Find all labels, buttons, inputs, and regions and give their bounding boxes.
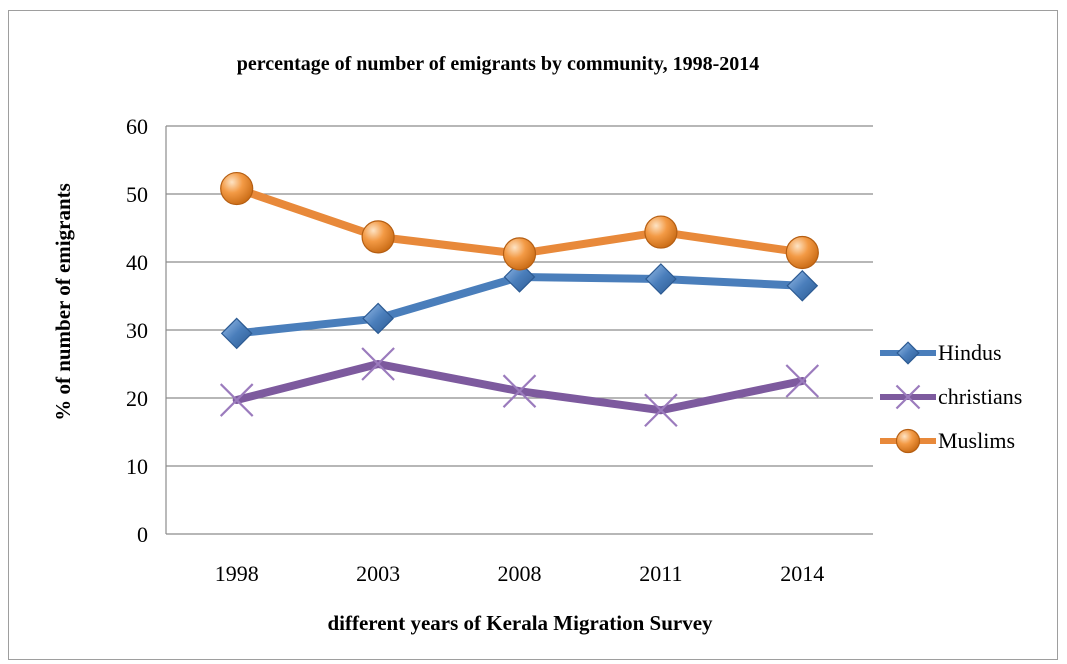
circle-marker xyxy=(361,220,395,254)
x-axis-ticks: 1998 2003 2008 2011 2014 xyxy=(215,561,825,586)
y-tick-label: 10 xyxy=(126,454,148,479)
diamond-marker xyxy=(896,341,920,365)
x-marker xyxy=(895,384,921,410)
series-line-christians xyxy=(232,360,807,415)
legend: Hindus christians Muslims xyxy=(880,340,1022,454)
x-marker xyxy=(785,364,820,398)
x-tick-label: 2008 xyxy=(498,561,542,586)
circle-marker xyxy=(220,171,254,206)
y-tick-label: 20 xyxy=(126,386,148,411)
chart-frame xyxy=(8,10,1058,660)
diamond-marker xyxy=(786,269,819,302)
x-marker xyxy=(361,347,395,381)
legend-entry: christians xyxy=(880,384,1022,410)
x-marker xyxy=(502,374,537,408)
legend-label: Muslims xyxy=(938,428,1015,453)
circle-marker xyxy=(644,215,678,249)
x-tick-label: 1998 xyxy=(215,561,259,586)
x-tick-label: 2014 xyxy=(780,561,824,586)
y-tick-label: 50 xyxy=(126,182,148,207)
y-axis-ticks: 0 10 20 30 40 50 60 xyxy=(126,114,148,547)
chart-title: percentage of number of emigrants by com… xyxy=(237,53,760,75)
x-marker xyxy=(644,393,678,428)
legend-entry: Muslims xyxy=(880,428,1015,454)
circle-marker xyxy=(895,428,921,454)
y-tick-label: 40 xyxy=(126,250,148,275)
legend-label: christians xyxy=(938,384,1022,409)
diamond-marker xyxy=(503,261,536,293)
y-tick-label: 30 xyxy=(126,318,148,343)
x-tick-label: 2011 xyxy=(639,561,682,586)
x-marker xyxy=(219,383,254,417)
x-axis-title: different years of Kerala Migration Surv… xyxy=(327,611,713,635)
y-tick-label: 60 xyxy=(126,114,148,139)
legend-label: Hindus xyxy=(938,340,1002,365)
diamond-marker xyxy=(645,263,677,295)
diamond-marker xyxy=(362,302,394,335)
series-markers xyxy=(219,171,820,428)
legend-entry: Hindus xyxy=(880,340,1002,365)
series-lines xyxy=(232,184,807,415)
diamond-marker xyxy=(220,317,253,350)
y-axis-title: % of number of emigrants xyxy=(51,183,75,421)
y-tick-label: 0 xyxy=(137,522,148,547)
circle-marker xyxy=(785,235,819,270)
circle-marker xyxy=(502,237,537,271)
x-tick-label: 2003 xyxy=(356,561,400,586)
